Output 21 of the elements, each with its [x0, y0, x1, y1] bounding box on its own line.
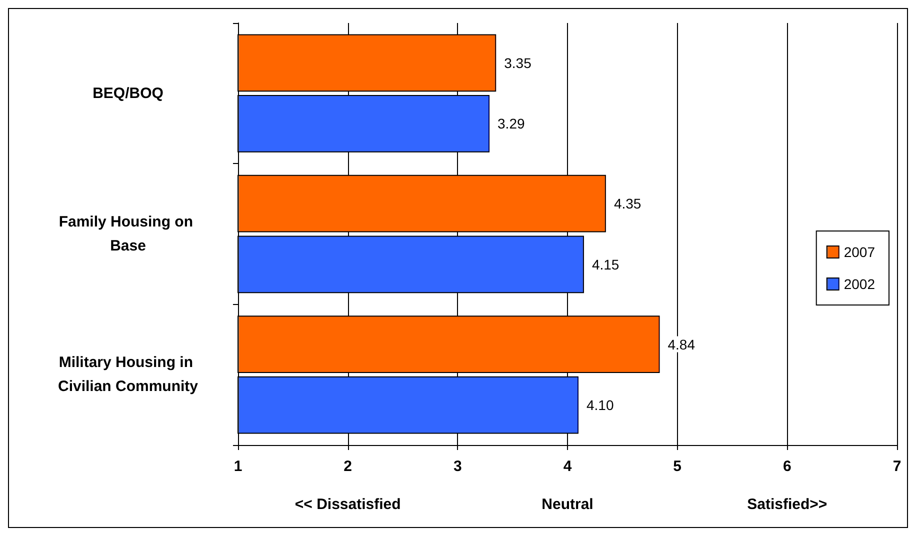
data-label: 4.10 [586, 397, 614, 414]
x-tick-label: 2 [344, 458, 352, 475]
data-label: 4.84 [668, 336, 696, 352]
x-tick-label: 6 [782, 458, 792, 475]
x-tick-label: 5 [673, 458, 682, 475]
data-label: 4.15 [592, 256, 620, 272]
data-label: 3.35 [504, 54, 532, 71]
data-label: 4.35 [614, 196, 642, 212]
legend-label: 2002 [844, 276, 876, 292]
data-label: 3.29 [498, 116, 525, 132]
text: << Dissatisfied [294, 496, 401, 513]
text: Satisfied>> [747, 496, 828, 513]
legend-label: 2007 [844, 244, 876, 260]
x-tick-label: 4 [563, 458, 572, 475]
y-tick-label: Family Housing on Base [58, 214, 198, 254]
x-tick-label: 3 [453, 458, 462, 475]
text: Neutral [542, 496, 594, 513]
x-tick-label: 7 [892, 458, 902, 475]
y-tick-label: BEQ/BOQ [92, 84, 164, 102]
x-tick-label: 1 [234, 458, 242, 475]
y-tick-label: Military Housing in Civilian Community [58, 354, 199, 396]
